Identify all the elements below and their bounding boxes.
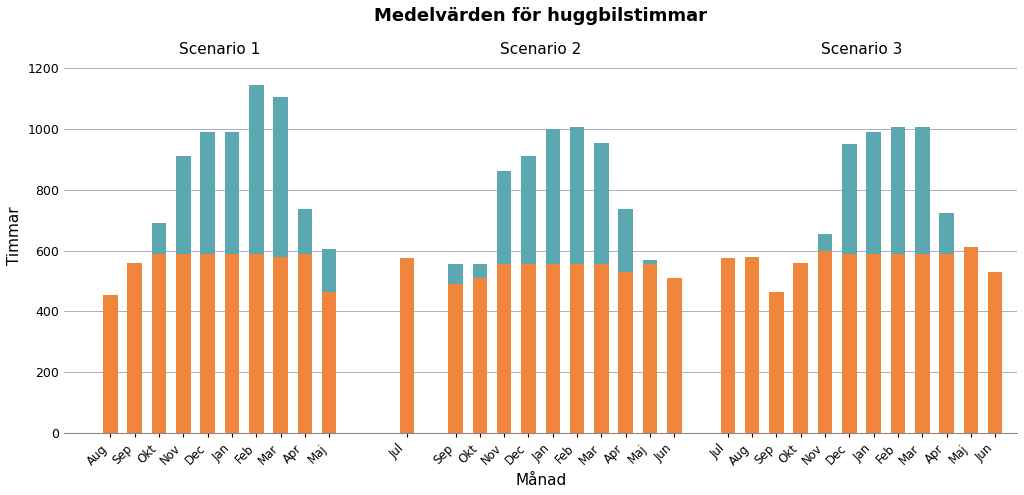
Bar <box>201 132 215 253</box>
Bar <box>594 143 608 264</box>
Bar <box>842 144 857 253</box>
Bar <box>569 264 585 433</box>
Bar <box>744 256 760 433</box>
Bar <box>643 264 657 433</box>
Bar <box>521 264 536 433</box>
Bar <box>915 127 930 253</box>
Bar <box>273 97 288 256</box>
Bar <box>939 253 954 433</box>
Bar <box>964 248 978 433</box>
Bar <box>594 264 608 433</box>
Bar <box>667 278 682 433</box>
Bar <box>546 129 560 264</box>
Bar <box>298 253 312 433</box>
Bar <box>618 272 633 433</box>
Bar <box>224 132 240 253</box>
Bar <box>939 212 954 253</box>
Bar <box>818 250 833 433</box>
Bar <box>224 253 240 433</box>
Bar <box>721 258 735 433</box>
Bar <box>891 253 905 433</box>
Bar <box>273 256 288 433</box>
Bar <box>521 156 536 264</box>
Bar <box>794 263 808 433</box>
Title: Medelvärden för huggbilstimmar: Medelvärden för huggbilstimmar <box>374 7 708 25</box>
Bar <box>176 253 190 433</box>
X-axis label: Månad: Månad <box>515 473 566 488</box>
Bar <box>643 260 657 264</box>
Bar <box>473 264 487 278</box>
Bar <box>322 249 337 292</box>
Bar <box>866 253 881 433</box>
Bar <box>866 132 881 253</box>
Bar <box>891 127 905 253</box>
Bar <box>249 253 263 433</box>
Bar <box>842 253 857 433</box>
Bar <box>152 253 166 433</box>
Bar <box>769 292 783 433</box>
Bar <box>249 85 263 253</box>
Bar <box>618 209 633 272</box>
Bar <box>988 272 1002 433</box>
Bar <box>127 263 142 433</box>
Bar <box>473 278 487 433</box>
Bar <box>152 223 166 253</box>
Bar <box>322 292 337 433</box>
Bar <box>103 295 118 433</box>
Bar <box>497 264 511 433</box>
Bar <box>818 234 833 250</box>
Bar <box>569 127 585 264</box>
Bar <box>176 156 190 253</box>
Bar <box>449 264 463 284</box>
Bar <box>497 171 511 264</box>
Text: Scenario 1: Scenario 1 <box>179 43 260 57</box>
Text: Scenario 2: Scenario 2 <box>500 43 582 57</box>
Bar <box>201 253 215 433</box>
Bar <box>915 253 930 433</box>
Text: Scenario 3: Scenario 3 <box>821 43 902 57</box>
Bar <box>546 264 560 433</box>
Bar <box>298 209 312 253</box>
Bar <box>449 284 463 433</box>
Y-axis label: Timmar: Timmar <box>7 206 22 265</box>
Bar <box>399 258 415 433</box>
